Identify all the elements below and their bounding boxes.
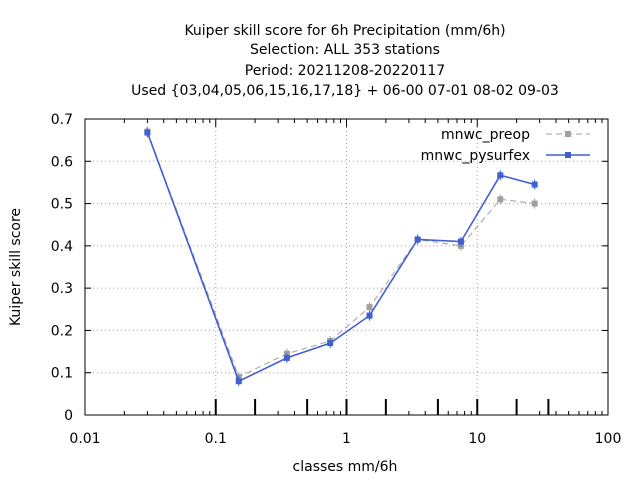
legend-swatch-point bbox=[565, 152, 571, 158]
x-axis-label: classes mm/6h bbox=[293, 459, 398, 475]
x-tick-label: 1 bbox=[342, 431, 351, 447]
data-point bbox=[366, 304, 373, 311]
class-boundary-markers bbox=[214, 399, 550, 415]
data-point bbox=[531, 200, 538, 207]
legend: mnwc_preop mnwc_pysurfex bbox=[421, 127, 590, 164]
legend-label: mnwc_preop bbox=[441, 127, 530, 143]
y-tick-label: 0.2 bbox=[51, 323, 73, 339]
legend-label: mnwc_pysurfex bbox=[421, 148, 530, 164]
grid-lines bbox=[85, 119, 608, 415]
y-axis-label: Kuiper skill score bbox=[8, 208, 24, 326]
chart-title-line-4: Used {03,04,05,06,15,16,17,18} + 06-00 0… bbox=[131, 83, 559, 99]
y-tick-label: 0.4 bbox=[51, 239, 73, 255]
series-line-mnwc_preop bbox=[146, 131, 535, 378]
x-tick-label: 0.01 bbox=[69, 431, 100, 447]
y-axis-tick-labels: 0 0.1 0.2 0.3 0.4 0.5 0.6 0.7 bbox=[51, 112, 73, 424]
axis-ticks bbox=[84, 118, 609, 416]
x-tick-label: 10 bbox=[468, 431, 486, 447]
data-point bbox=[283, 354, 290, 361]
y-tick-label: 0.7 bbox=[51, 112, 73, 128]
data-point bbox=[531, 181, 538, 188]
x-tick-label: 100 bbox=[595, 431, 622, 447]
legend-swatch-point bbox=[565, 131, 571, 137]
x-tick-label: 0.1 bbox=[205, 431, 227, 447]
chart-title: Kuiper skill score for 6h Precipitation … bbox=[131, 23, 559, 99]
x-axis-tick-labels: 0.01 0.1 1 10 100 bbox=[69, 431, 621, 447]
chart-title-line-2: Selection: ALL 353 stations bbox=[250, 42, 440, 58]
data-point bbox=[497, 172, 504, 179]
y-tick-label: 0.1 bbox=[51, 366, 73, 382]
chart-title-line-3: Period: 20211208-20220117 bbox=[245, 63, 445, 79]
series-layer bbox=[144, 126, 538, 387]
data-point bbox=[235, 378, 242, 385]
y-tick-label: 0.3 bbox=[51, 281, 73, 297]
chart-title-line-1: Kuiper skill score for 6h Precipitation … bbox=[184, 23, 505, 39]
data-point bbox=[414, 236, 421, 243]
data-point bbox=[327, 340, 334, 347]
data-point bbox=[457, 238, 464, 245]
series-line-mnwc_pysurfex bbox=[146, 132, 535, 383]
data-point bbox=[497, 196, 504, 203]
y-tick-label: 0 bbox=[64, 408, 73, 424]
y-tick-label: 0.6 bbox=[51, 154, 73, 170]
data-point bbox=[366, 312, 373, 319]
data-point bbox=[144, 129, 151, 136]
y-tick-label: 0.5 bbox=[51, 197, 73, 213]
